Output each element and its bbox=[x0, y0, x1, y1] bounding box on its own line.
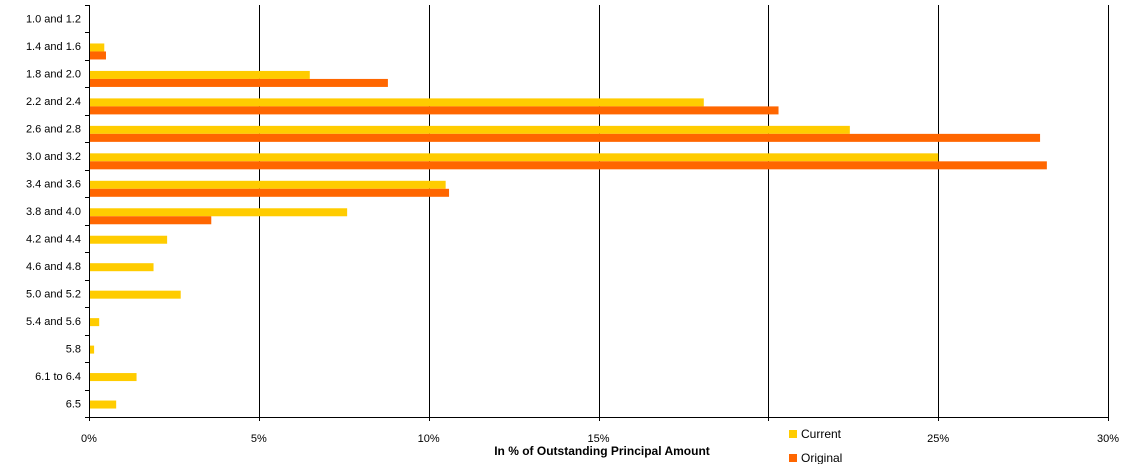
category-label: 2.2 and 2.4 bbox=[26, 96, 81, 108]
bar-current-12 bbox=[89, 345, 95, 354]
x-tick-label: 5% bbox=[251, 433, 267, 445]
bar-current-4 bbox=[89, 125, 850, 134]
category-label: 3.0 and 3.2 bbox=[26, 151, 81, 163]
category-label: 5.0 and 5.2 bbox=[26, 288, 81, 300]
x-axis-title: In % of Outstanding Principal Amount bbox=[494, 444, 710, 458]
bar-current-3 bbox=[89, 98, 704, 107]
category-label: 6.1 to 6.4 bbox=[35, 371, 81, 383]
axes bbox=[85, 5, 1109, 421]
bar-current-6 bbox=[89, 180, 446, 189]
category-label: 3.4 and 3.6 bbox=[26, 179, 81, 191]
category-label: 3.8 and 4.0 bbox=[26, 206, 81, 218]
bar-current-9 bbox=[89, 263, 154, 272]
bar-original-4 bbox=[89, 133, 1041, 142]
bar-current-5 bbox=[89, 153, 939, 162]
bar-current-1 bbox=[89, 43, 105, 52]
category-label: 6.5 bbox=[66, 398, 81, 410]
legend-swatch-original bbox=[789, 454, 797, 462]
x-tick-label: 0% bbox=[81, 433, 97, 445]
bar-original-5 bbox=[89, 161, 1047, 170]
bar-current-13 bbox=[89, 373, 137, 382]
bar-original-3 bbox=[89, 106, 779, 115]
bars bbox=[89, 43, 1047, 409]
bar-original-6 bbox=[89, 188, 450, 197]
legend-swatch-current bbox=[789, 430, 797, 438]
legend: Current Original bbox=[789, 427, 842, 464]
category-label: 2.6 and 2.8 bbox=[26, 124, 81, 136]
x-tick-label: 15% bbox=[587, 433, 609, 445]
category-label: 4.6 and 4.8 bbox=[26, 261, 81, 273]
category-label: 4.2 and 4.4 bbox=[26, 233, 81, 245]
x-tick-labels: 0% 5% 10% 15% 25% 30% bbox=[81, 433, 1119, 445]
bar-current-2 bbox=[89, 70, 310, 79]
category-label: 1.8 and 2.0 bbox=[26, 69, 81, 81]
gridlines bbox=[259, 5, 1109, 417]
bar-current-14 bbox=[89, 400, 117, 409]
bar-original-2 bbox=[89, 78, 388, 87]
category-labels: 1.0 and 1.2 1.4 and 1.6 1.8 and 2.0 2.2 and… bbox=[26, 14, 81, 411]
category-label: 5.4 and 5.6 bbox=[26, 316, 81, 328]
bar-original-1 bbox=[89, 51, 106, 60]
category-label: 1.0 and 1.2 bbox=[26, 14, 81, 26]
category-label: 5.8 bbox=[66, 343, 81, 355]
legend-label-original: Original bbox=[801, 451, 842, 464]
category-label: 1.4 and 1.6 bbox=[26, 41, 81, 53]
bar-current-11 bbox=[89, 318, 100, 327]
bar-current-10 bbox=[89, 290, 181, 299]
x-tick-label: 30% bbox=[1097, 433, 1119, 445]
legend-label-current: Current bbox=[801, 427, 842, 441]
x-tick-label: 25% bbox=[927, 433, 949, 445]
bar-current-7 bbox=[89, 208, 348, 217]
bar-original-7 bbox=[89, 216, 212, 225]
x-tick-label: 10% bbox=[418, 433, 440, 445]
bar-current-8 bbox=[89, 235, 168, 244]
